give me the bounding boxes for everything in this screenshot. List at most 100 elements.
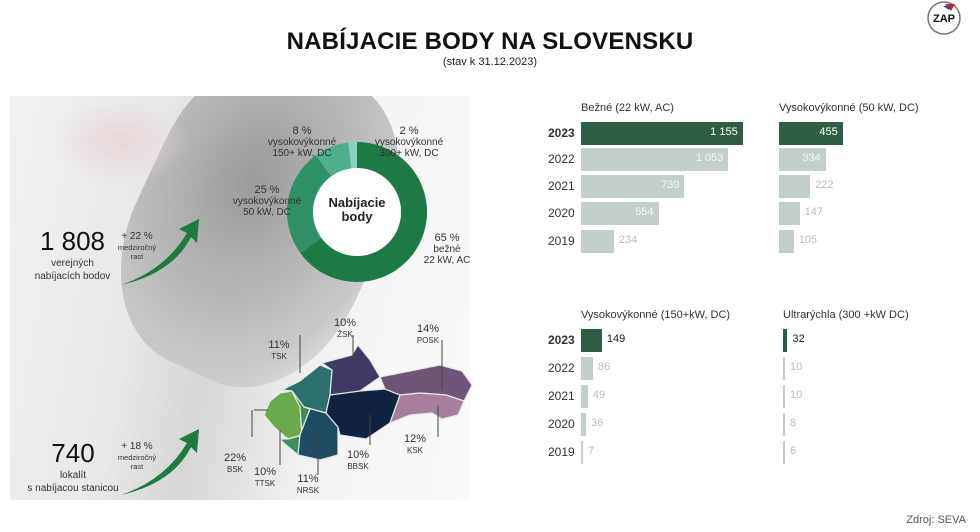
- slice-pct: 65 %: [434, 232, 460, 244]
- bar: [581, 385, 588, 408]
- bar-value-label: 6: [790, 445, 797, 457]
- slice-label: 150+ kW, DC: [272, 148, 332, 159]
- year-label: 2023: [548, 333, 575, 347]
- region-name: POSK: [416, 336, 440, 345]
- bar-chart-title: Vysokovýkonné (50 kW, DC): [779, 102, 919, 114]
- bar-value-label: 8: [790, 417, 797, 429]
- donut-slice: [315, 142, 352, 177]
- bar: [783, 385, 785, 408]
- bar-value-label: 554: [635, 206, 654, 218]
- region-name: TTSK: [254, 479, 276, 488]
- growth-label: rast: [130, 462, 144, 471]
- growth-arrow-icon: [121, 219, 199, 285]
- donut-chart: [287, 142, 427, 282]
- region-name: BSK: [226, 465, 243, 474]
- bar-value-label: 36: [591, 417, 604, 429]
- region-name: NRSK: [296, 486, 320, 495]
- slice-label: vysokovýkonné: [232, 196, 302, 207]
- bar: [581, 230, 614, 253]
- stat-charging-points: 1 808 verejných nabíjacích bodov: [20, 226, 125, 283]
- bar: [783, 357, 785, 380]
- bar-chart-title: Ultrarýchla (300 +kW DC): [783, 309, 909, 321]
- bar-chart-title: Vysokovýkonné (150+kW, DC): [581, 309, 731, 321]
- bar: [581, 122, 743, 145]
- stat-label: lokalít: [59, 470, 87, 481]
- stat-label: s nabíjacou stanicou: [27, 483, 119, 494]
- region-name: TSK: [271, 352, 287, 361]
- region-pct: 11%: [268, 339, 290, 351]
- donut-label-ac: 65 % bežné 22 kW, AC: [412, 232, 482, 267]
- slice-label: vysokovýkonné: [374, 137, 444, 148]
- donut-label-150kw: 8 % vysokovýkonné 150+ kW, DC: [267, 125, 337, 160]
- bar-value-label: 1 053: [695, 152, 724, 164]
- stat-value: 740: [51, 438, 95, 468]
- region-name: ŽSK: [337, 330, 353, 339]
- bar: [779, 202, 800, 225]
- year-label: 2021: [548, 389, 575, 403]
- page-title: NABÍJACIE BODY NA SLOVENSKU: [286, 28, 694, 55]
- donut-label-50kw: 25 % vysokovýkonné 50 kW, DC: [232, 184, 302, 219]
- bar-value-label: 149: [606, 333, 626, 345]
- year-label: 2021: [548, 179, 575, 193]
- region-name: KSK: [406, 446, 423, 455]
- year-label: 2020: [548, 206, 575, 220]
- map-label-bbsk: 10% BBSK: [335, 450, 381, 472]
- region-pct: 10%: [346, 449, 370, 461]
- bar: [581, 329, 602, 352]
- bar: [779, 230, 794, 253]
- bar: [779, 175, 811, 198]
- map-label-bsk: 22% BSK: [212, 453, 258, 475]
- region-pct: 12%: [403, 433, 427, 445]
- bar: [783, 441, 785, 464]
- growth-arrow-icon: [121, 429, 199, 495]
- bar: [779, 148, 826, 171]
- bar: [581, 148, 729, 171]
- bar-value-label: 739: [661, 179, 680, 191]
- region-pct: 10%: [253, 466, 277, 478]
- region-pct: 10%: [333, 317, 357, 329]
- page-subtitle: (stav k 31.12.2023): [442, 56, 538, 68]
- slice-pct: 25 %: [254, 184, 280, 196]
- map-label-tsk: 11% TSK: [256, 340, 302, 362]
- bar-value-label: 32: [792, 333, 805, 345]
- bar-value-label: 49: [592, 389, 606, 401]
- slice-label: 22 kW, AC: [423, 255, 471, 266]
- stat-growth: + 22 % medziročný rast: [112, 230, 162, 261]
- slice-pct: 8 %: [292, 125, 312, 137]
- region-bbsk: [325, 388, 401, 440]
- year-label: 2020: [548, 417, 575, 431]
- bar: [783, 329, 788, 352]
- bar-value-label: 10: [790, 389, 803, 401]
- stat-value: 1 808: [39, 226, 106, 256]
- stat-growth: + 18 % medziročný rast: [112, 440, 162, 471]
- bar: [581, 441, 583, 464]
- bar-value-label: 334: [802, 152, 821, 164]
- bar-value-label: 10: [790, 361, 803, 373]
- donut-slice: [300, 142, 427, 282]
- bar-value-label: 1 155: [710, 126, 738, 138]
- growth-label: medziročný: [117, 243, 157, 252]
- map-label-žsk: 10% ŽSK: [322, 318, 368, 340]
- slice-label: 50 kW, DC: [243, 207, 291, 218]
- donut-slice: [287, 155, 332, 254]
- bar: [581, 202, 659, 225]
- growth-value: + 22 %: [121, 231, 153, 242]
- year-label: 2022: [548, 361, 575, 375]
- bar: [581, 413, 587, 436]
- donut-center-label: Nabíjacie body: [328, 195, 386, 224]
- region-pct: 22%: [223, 452, 247, 464]
- source-note: Zdroj: SEVA: [906, 514, 966, 526]
- donut-hole: [313, 168, 401, 256]
- region-pct: 11%: [297, 473, 319, 485]
- region-zsk: [320, 343, 381, 396]
- slice-label: 300+ kW, DC: [379, 148, 439, 159]
- bar: [783, 413, 785, 436]
- slice-label: vysokovýkonné: [267, 137, 337, 148]
- bar-value-label: 86: [598, 361, 611, 373]
- stat-locations: 740 lokalít s nabíjacou stanicou: [18, 438, 128, 495]
- svg-text:ZAP: ZAP: [933, 13, 955, 25]
- bar: [581, 357, 594, 380]
- donut-slice: [348, 142, 357, 169]
- bar-value-label: 234: [618, 234, 638, 246]
- stat-label: nabíjacích bodov: [34, 271, 111, 282]
